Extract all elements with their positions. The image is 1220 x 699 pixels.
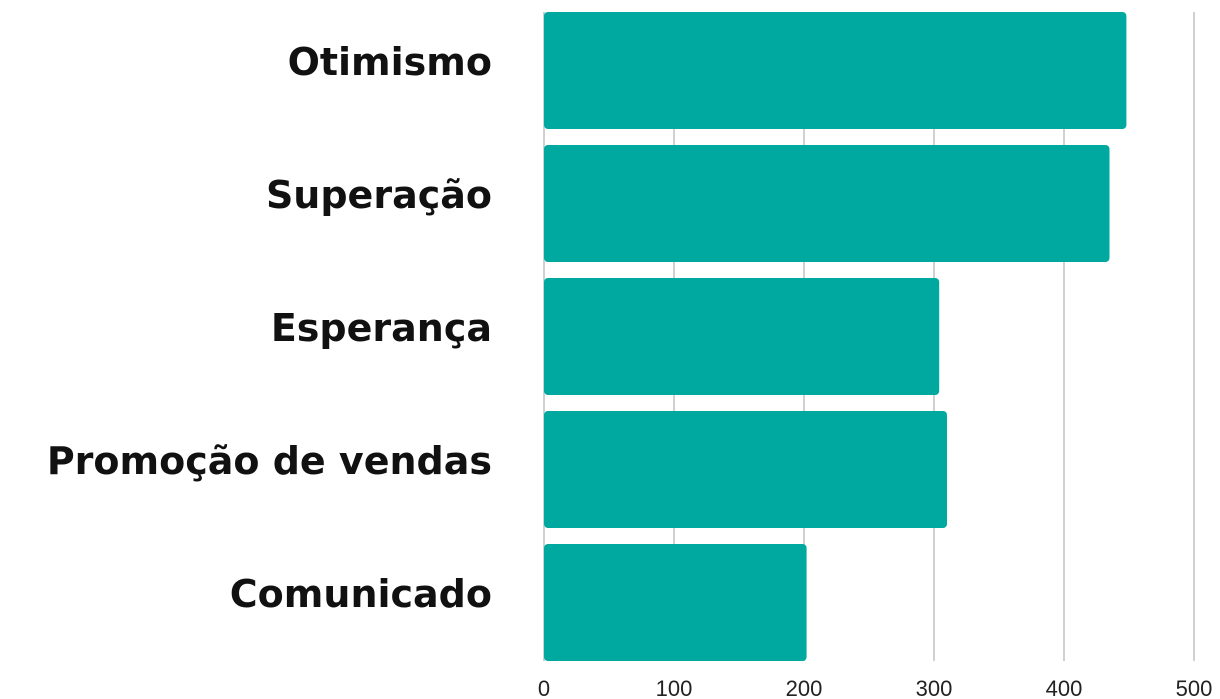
category-label: Comunicado <box>230 572 492 616</box>
bar <box>544 278 940 395</box>
category-label: Superação <box>266 173 492 217</box>
x-tick-label: 100 <box>656 676 693 699</box>
x-tick-label: 300 <box>916 676 953 699</box>
category-label: Esperança <box>271 306 492 350</box>
x-tick-label: 500 <box>1176 676 1213 699</box>
category-label: Promoção de vendas <box>47 439 492 483</box>
category-label: Otimismo <box>288 40 492 84</box>
bar <box>544 145 1110 262</box>
bar <box>544 411 947 528</box>
bar <box>544 12 1127 129</box>
x-tick-label: 0 <box>538 676 550 699</box>
bar <box>544 544 807 661</box>
x-tick-label: 200 <box>786 676 823 699</box>
x-tick-label: 400 <box>1046 676 1083 699</box>
